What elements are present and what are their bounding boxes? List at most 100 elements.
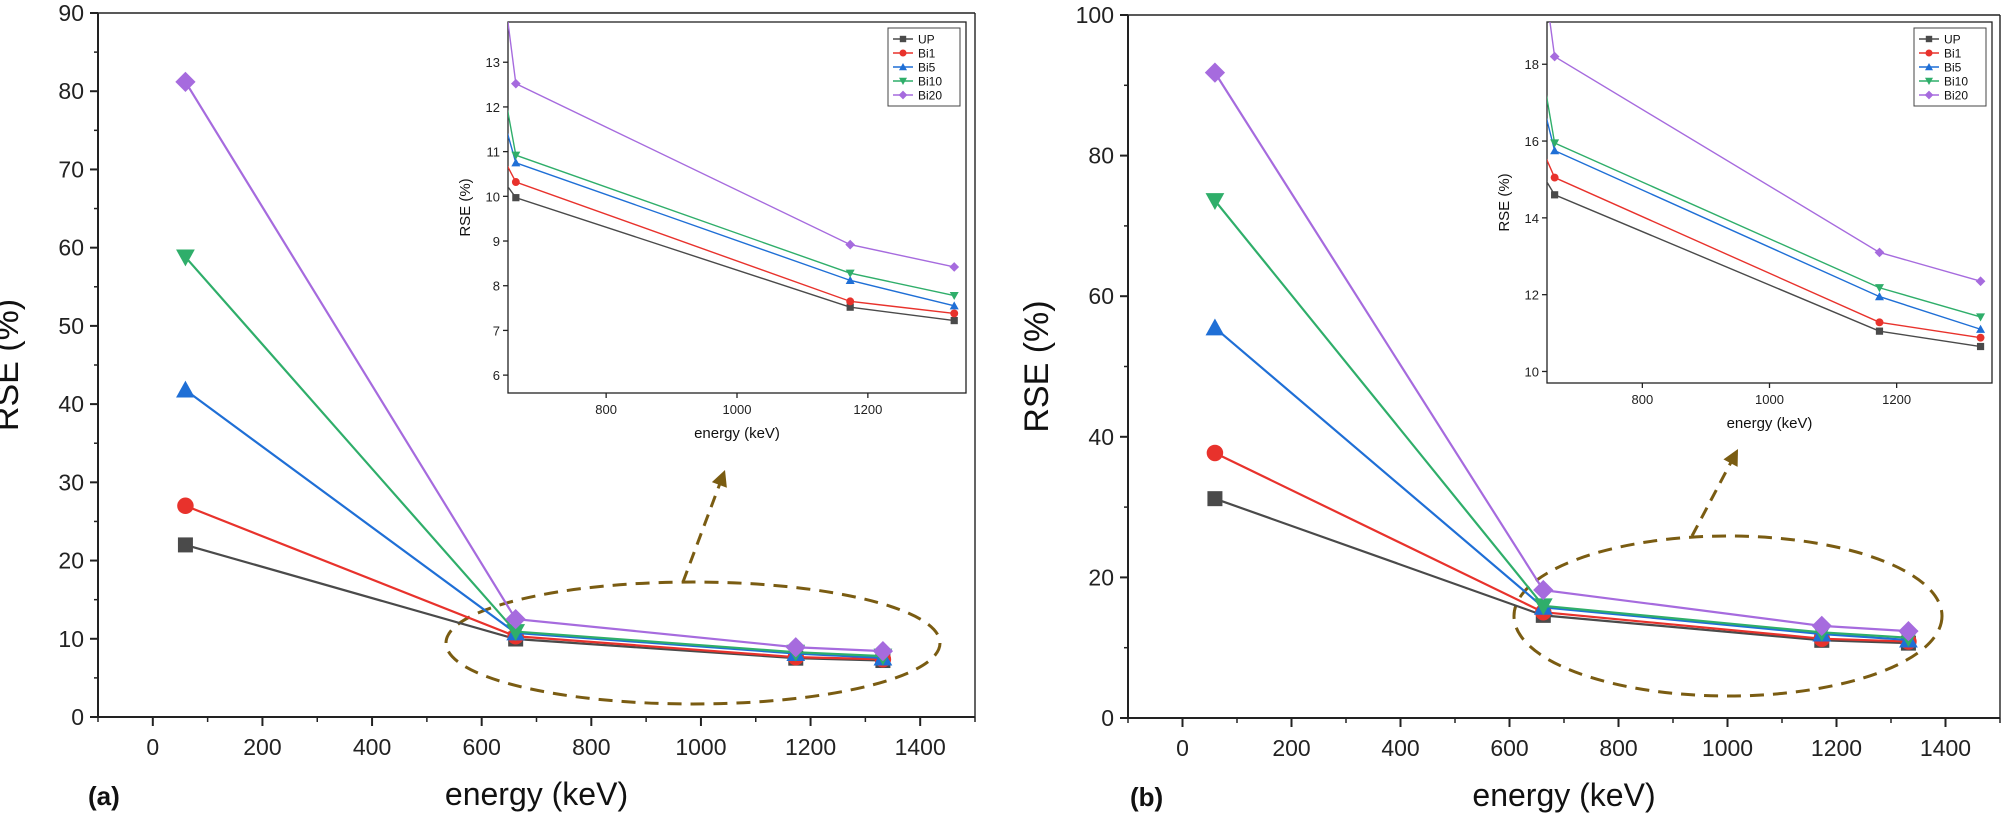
data-point <box>176 249 195 267</box>
legend-label: UP <box>918 33 935 47</box>
inset-series-UP <box>1547 180 1985 351</box>
data-point <box>1811 615 1832 637</box>
data-point <box>1206 444 1224 462</box>
legend-swatch-marker <box>899 63 907 71</box>
y-tick-label: 50 <box>58 313 84 339</box>
series-line <box>1214 451 1909 643</box>
inset-data-point <box>1976 324 1986 333</box>
inset-data-point <box>1976 313 1986 322</box>
x-tick-label: 800 <box>1599 735 1637 761</box>
series-Bi1 <box>177 497 892 668</box>
legend-swatch-marker <box>898 90 908 100</box>
panel-label: (a) <box>88 781 120 811</box>
legend-label: Bi20 <box>918 89 942 103</box>
y-tick-label: 20 <box>1088 564 1114 590</box>
inset-y-tick-label: 8 <box>493 279 500 294</box>
inset-y-tick-label: 11 <box>487 145 501 160</box>
legend-label: Bi1 <box>918 47 936 61</box>
series-Bi1 <box>1206 444 1917 650</box>
data-point <box>1533 579 1554 601</box>
inset-y-tick-label: 16 <box>1525 134 1539 149</box>
y-tick-label: 40 <box>58 391 84 417</box>
legend-item: Bi10 <box>893 75 942 89</box>
y-tick-label: 90 <box>58 0 84 26</box>
inset-y-tick-label: 14 <box>1525 211 1539 226</box>
inset-series-Bi1 <box>508 165 959 318</box>
x-axis-title: energy (keV) <box>1472 777 1655 813</box>
legend-label: UP <box>1944 33 1961 47</box>
data-point <box>177 537 193 553</box>
x-tick-label: 0 <box>1176 735 1189 761</box>
series-line <box>185 543 883 662</box>
y-tick-label: 0 <box>1101 705 1114 731</box>
legend-swatch-marker <box>899 77 907 85</box>
legend-swatch-marker <box>1925 35 1933 43</box>
inset-y-tick-label: 12 <box>486 100 500 115</box>
inset-data-point <box>845 239 856 250</box>
data-point <box>1204 62 1226 83</box>
inset-data-point <box>511 158 521 167</box>
series-line <box>185 504 883 661</box>
zoom-annotation <box>444 469 942 706</box>
legend-label: Bi10 <box>918 75 942 89</box>
legend-label: Bi1 <box>1944 47 1962 61</box>
inset-data-point <box>950 316 958 325</box>
series-line <box>1214 326 1909 642</box>
series-UP <box>177 537 891 669</box>
x-tick-label: 400 <box>1381 735 1419 761</box>
inset-y-tick-label: 10 <box>486 189 500 204</box>
inset-data-point <box>511 178 520 186</box>
x-tick-label: 1000 <box>1702 735 1753 761</box>
series-line <box>184 81 883 653</box>
zoom-arrow <box>1690 448 1740 537</box>
data-point <box>505 608 526 630</box>
inset-data-point <box>949 262 960 272</box>
inset-data-point <box>510 78 521 89</box>
legend-item: Bi1 <box>1919 47 1962 61</box>
y-axis-title: RSE (%) <box>1018 300 1056 432</box>
inset-data-point <box>512 194 520 202</box>
x-tick-label: 600 <box>1490 735 1528 761</box>
zoom-arrowhead <box>711 470 727 488</box>
inset-series-Bi20 <box>508 22 960 272</box>
panel-a: 0 10 20 30 40 50 60 70 80 90 0 200 400 600 800 1000 1200… <box>0 0 976 812</box>
inset-data-point <box>1550 139 1560 148</box>
y-tick-label: 60 <box>58 235 84 261</box>
inset-y-tick-label: 12 <box>1525 288 1539 303</box>
inset-series-line <box>1547 117 1981 330</box>
y-tick-label: 30 <box>58 469 84 495</box>
series-line <box>184 389 883 660</box>
y-tick-label: 100 <box>1076 2 1114 28</box>
inset-y-tick-label: 10 <box>1525 364 1539 379</box>
inset-plot-area <box>508 22 960 325</box>
data-point <box>1205 318 1225 336</box>
inset-data-point <box>1549 51 1560 62</box>
inset-data-point <box>1975 276 1986 287</box>
x-tick-label: 0 <box>146 734 159 760</box>
series-line <box>184 256 883 658</box>
x-axis-title: energy (keV) <box>445 776 628 812</box>
y-tick-label: 10 <box>58 626 84 652</box>
inset-data-point <box>1551 191 1559 199</box>
inset-data-point <box>846 297 855 306</box>
y-tick-label: 80 <box>1088 143 1114 169</box>
inset-series-Bi5 <box>1547 117 1986 333</box>
x-tick-label: 600 <box>463 734 501 760</box>
data-point <box>1898 621 1919 642</box>
x-tick-label: 400 <box>353 734 391 760</box>
inset-data-point <box>845 269 855 278</box>
inset-series-line <box>508 108 955 297</box>
zoom-arrowhead <box>1723 449 1738 467</box>
legend-item: UP <box>1919 33 1961 47</box>
inset-x-tick-label: 800 <box>1632 392 1654 407</box>
series-Bi5 <box>176 380 893 666</box>
inset-y-tick-label: 13 <box>486 55 500 70</box>
series-line <box>1213 72 1909 633</box>
inset-data-point <box>1874 284 1884 293</box>
legend-item: Bi20 <box>1919 89 1968 103</box>
inset-data-point <box>1875 327 1884 335</box>
data-point <box>1533 598 1553 616</box>
y-tick-label: 70 <box>58 156 84 182</box>
